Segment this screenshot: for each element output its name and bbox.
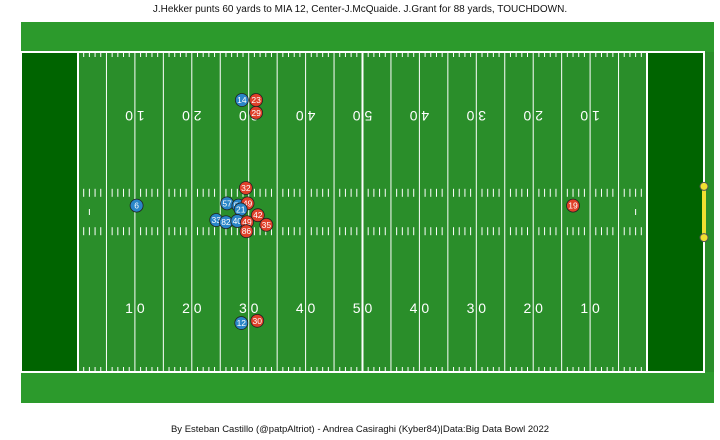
player-marker: 42 [250, 208, 265, 223]
player-jersey: 40 [233, 216, 243, 226]
yard-number: 1 0 [125, 108, 145, 124]
player-marker: 29 [249, 105, 263, 120]
player-dot [239, 224, 254, 239]
yard-number: 3 0 [467, 300, 487, 316]
player-marker: 32 [238, 181, 253, 195]
player-dot [250, 208, 265, 223]
player-marker: 86 [239, 224, 254, 239]
player-jersey: 49 [243, 198, 253, 208]
yard-number: 5 0 [353, 300, 373, 316]
endzone-right [647, 52, 704, 372]
player-marker: 12 [234, 316, 249, 330]
player-marker: 57 [220, 196, 234, 211]
player-marker: 21 [233, 202, 248, 217]
player-dot [249, 105, 263, 120]
player-marker: 82 [219, 215, 233, 230]
credit-line: By Esteban Castillo (@patpAltriot) - And… [170, 424, 550, 435]
yard-number: 4 0 [410, 300, 430, 316]
player-dot [129, 198, 144, 213]
player-dot [566, 198, 580, 213]
player-jersey: 21 [236, 204, 246, 214]
yard-number: 1 0 [580, 300, 600, 316]
player-jersey: 49 [242, 217, 252, 227]
yard-number: 1 0 [125, 300, 145, 316]
player-jersey: 19 [568, 201, 578, 211]
player-marker: 35 [259, 217, 274, 232]
player-jersey: 33 [212, 215, 222, 225]
yard-lines [20, 51, 705, 373]
goalpost-upright [699, 233, 709, 243]
goalpost-upright [699, 181, 709, 191]
players: 1423293265758492142338240493586191230 [129, 93, 580, 330]
player-dot [238, 181, 253, 195]
player-jersey: 29 [251, 108, 261, 118]
goalpost [699, 181, 709, 243]
player-marker: 14 [234, 93, 249, 107]
player-dot [234, 93, 249, 107]
yard-number: 3 0 [466, 108, 486, 124]
player-marker: 30 [250, 313, 265, 328]
yard-number: 4 0 [296, 300, 316, 316]
player-marker: 23 [249, 93, 263, 107]
player-marker: 19 [566, 198, 580, 213]
player-jersey: 30 [253, 316, 263, 326]
player-jersey: 32 [241, 183, 251, 193]
player-dot [259, 217, 274, 232]
player-jersey: 6 [134, 201, 139, 211]
player-jersey: 86 [242, 226, 252, 236]
player-marker: 6 [129, 198, 144, 213]
yard-number: 4 0 [409, 108, 429, 124]
yard-number: 2 0 [523, 300, 543, 316]
player-dot [250, 313, 265, 328]
play-description: J.Hekker punts 60 yards to MIA 12, Cente… [152, 4, 568, 15]
player-jersey: 23 [251, 95, 261, 105]
yard-number: 2 0 [523, 108, 543, 124]
player-jersey: 57 [222, 198, 232, 208]
playing-field [21, 52, 714, 372]
yard-number: 2 0 [182, 300, 202, 316]
player-jersey: 82 [221, 217, 231, 227]
yard-number: 5 0 [353, 108, 373, 124]
hash-marks [83, 52, 642, 372]
player-jersey: 35 [262, 220, 272, 230]
endzone-left [21, 52, 78, 372]
yard-number: 1 0 [580, 108, 600, 124]
player-dot [234, 316, 249, 330]
player-jersey: 14 [237, 95, 247, 105]
player-jersey: 42 [253, 210, 263, 220]
yard-number: 2 0 [182, 108, 202, 124]
yard-number: 3 0 [239, 300, 259, 316]
player-jersey: 12 [237, 318, 247, 328]
yard-number: 4 0 [296, 108, 316, 124]
